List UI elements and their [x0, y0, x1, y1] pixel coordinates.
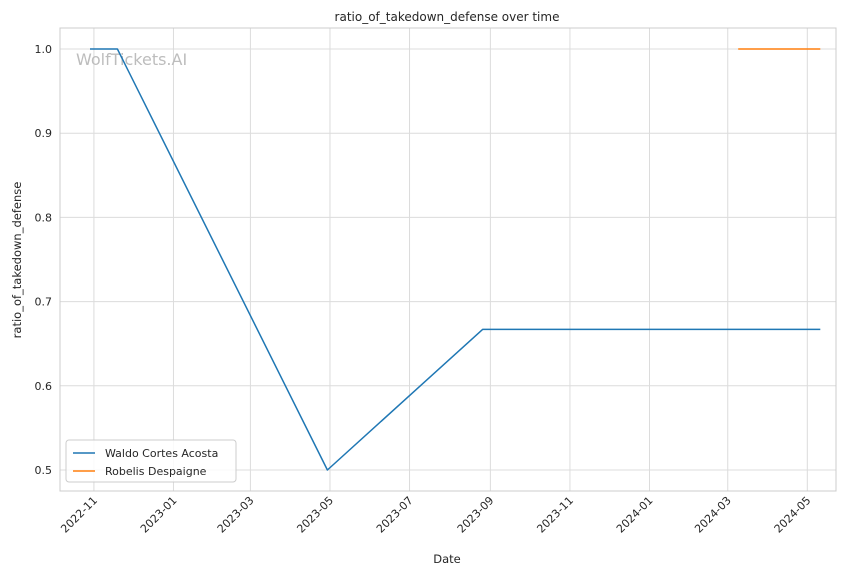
y-axis-ticks: 0.5 0.6 0.7 0.8 0.9 1.0 — [35, 43, 53, 477]
watermark-text: WolfTickets.AI — [76, 50, 187, 69]
x-tick-label: 2023-11 — [534, 494, 576, 536]
y-tick-label: 0.5 — [35, 464, 53, 477]
series-lines — [90, 48, 821, 471]
legend-box — [65, 439, 237, 483]
grid — [60, 28, 836, 491]
legend-label: Waldo Cortes Acosta — [105, 447, 218, 460]
x-tick-label: 2024-05 — [772, 494, 814, 536]
x-axis-label: Date — [433, 552, 461, 566]
x-tick-label: 2023-05 — [294, 494, 336, 536]
y-axis-label: ratio_of_takedown_defense — [10, 182, 24, 339]
x-tick-label: 2023-03 — [215, 494, 257, 536]
legend-label: Robelis Despaigne — [105, 465, 207, 478]
y-tick-label: 0.8 — [35, 211, 53, 224]
y-tick-label: 0.9 — [35, 127, 53, 140]
y-tick-label: 1.0 — [35, 43, 53, 56]
plot-area — [59, 27, 837, 492]
x-tick-label: 2024-01 — [614, 494, 656, 536]
x-tick-label: 2024-03 — [692, 494, 734, 536]
x-tick-label: 2023-01 — [138, 494, 180, 536]
y-tick-label: 0.6 — [35, 380, 53, 393]
chart-title: ratio_of_takedown_defense over time — [335, 10, 560, 24]
x-tick-label: 2023-07 — [374, 494, 416, 536]
x-axis-ticks: 2022-11 2023-01 2023-03 2023-05 2023-07 2023-… — [58, 494, 813, 536]
legend: Waldo Cortes Acosta Robelis Despaigne — [65, 439, 237, 483]
x-tick-label: 2022-11 — [58, 494, 100, 536]
y-tick-label: 0.7 — [35, 296, 53, 309]
x-tick-label: 2023-09 — [455, 494, 497, 536]
series-line — [90, 48, 821, 471]
